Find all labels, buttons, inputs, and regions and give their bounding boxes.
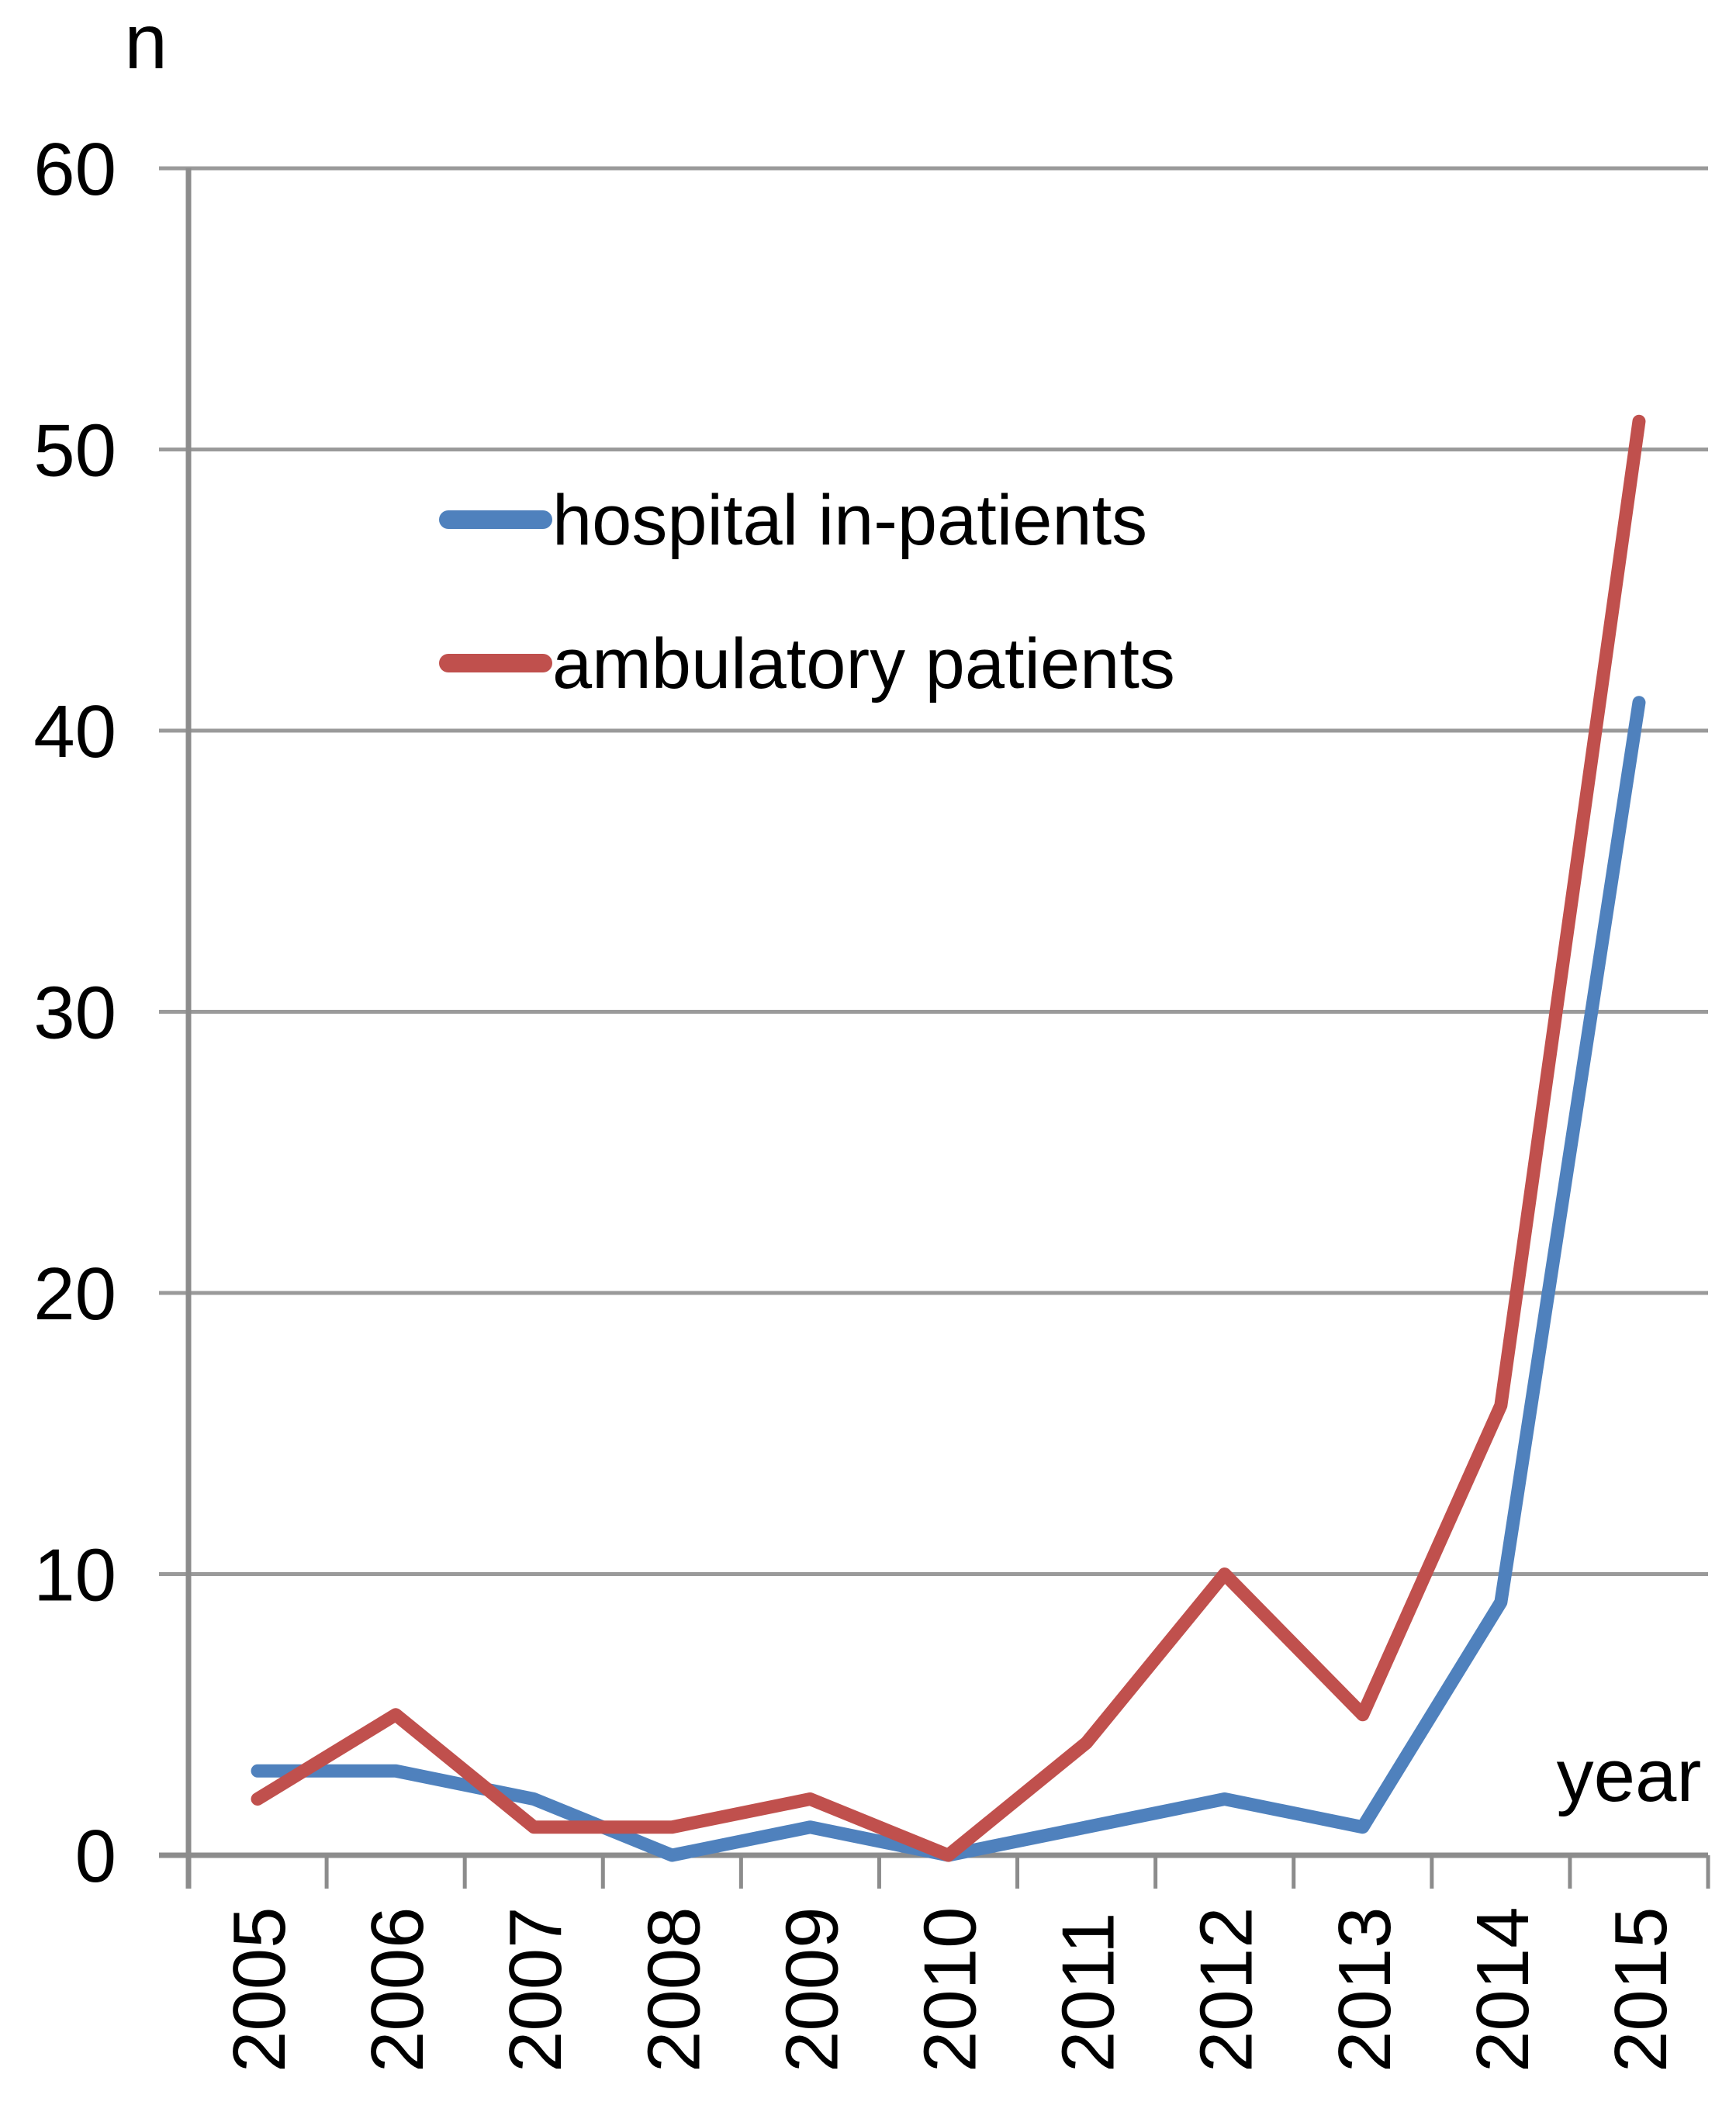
y-tick-label: 10 <box>33 1534 116 1617</box>
y-tick-label: 0 <box>75 1815 116 1898</box>
x-tick-label: 2011 <box>1047 1913 1130 2072</box>
x-axis-title: year <box>1557 1734 1702 1817</box>
y-tick-label: 40 <box>33 690 116 773</box>
x-tick-label: 2010 <box>909 1906 992 2072</box>
y-tick-label: 30 <box>33 972 116 1055</box>
legend-item-ambulatory-patients: ambulatory patients <box>439 624 1175 703</box>
x-tick-label: 2014 <box>1461 1906 1544 2072</box>
series-line-hospital-in-patients <box>251 696 1646 1862</box>
legend-label-hospital-in-patients: hospital in-patients <box>552 481 1147 560</box>
legend: hospital in-patients ambulatory patients <box>439 481 1175 703</box>
y-tick-label: 60 <box>33 128 116 211</box>
x-tick-label: 2007 <box>494 1906 577 2072</box>
x-tick-label: 2012 <box>1185 1906 1268 2072</box>
y-tick-label: 50 <box>33 410 116 493</box>
gridlines <box>159 166 1708 1576</box>
x-tick-label: 2015 <box>1599 1906 1682 2072</box>
y-axis-title: n <box>124 0 168 85</box>
x-tick-label: 2013 <box>1323 1906 1406 2072</box>
series-line-ambulatory-patients <box>251 414 1646 1862</box>
y-tick-label: 20 <box>33 1253 116 1336</box>
x-tick-label: 2006 <box>356 1906 439 2072</box>
tick-labels: 0 10 20 30 40 50 60 2005 2006 2007 2008 2009 2010 201… <box>33 128 1682 2072</box>
series-lines <box>251 414 1646 1862</box>
legend-label-ambulatory-patients: ambulatory patients <box>552 624 1175 703</box>
legend-item-hospital-in-patients: hospital in-patients <box>439 481 1147 560</box>
x-tick-label: 2005 <box>218 1906 301 2072</box>
x-tick-label: 2009 <box>770 1906 853 2072</box>
x-tick-label: 2008 <box>632 1906 715 2072</box>
